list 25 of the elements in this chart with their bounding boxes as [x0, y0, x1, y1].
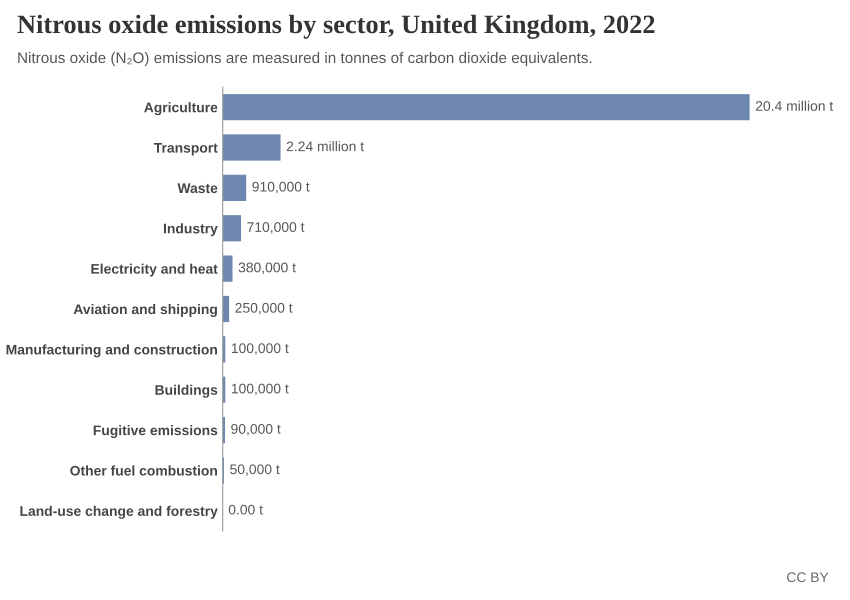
y-tick-label: Fugitive emissions — [94, 425, 218, 438]
data-label: 380,000 t — [238, 262, 296, 274]
chart-title: Nitrous oxide emissions by sector, United Kingdom, 2022 — [18, 14, 654, 39]
y-tick-label: Agriculture — [144, 102, 218, 116]
y-tick-label: Other fuel combustion — [70, 465, 217, 476]
y-tick-label: Transport — [154, 143, 218, 156]
y-tick-label: Electricity and heat — [91, 264, 218, 277]
data-label: 2.24 million t — [286, 141, 364, 152]
y-tick-label: Land-use change and forestry — [20, 506, 218, 519]
y-tick-label: Industry — [164, 223, 218, 236]
y-tick-label: Aviation and shipping — [74, 304, 217, 317]
y-tick-label: Manufacturing and construction — [6, 344, 217, 358]
data-label: 910,000 t — [252, 182, 310, 194]
y-tick-label: Waste — [177, 183, 218, 194]
text: CC BY — [787, 572, 828, 582]
y-tick-label: Buildings — [156, 384, 218, 398]
data-label: 100,000 t — [232, 343, 289, 355]
data-label: 250,000 t — [235, 302, 293, 314]
data-label: 90,000 t — [231, 424, 281, 436]
chart-subtitle: Nitrous oxide (N₂O) emissions are measured in tonnes of carbon dioxide equivalents. — [18, 52, 592, 66]
data-label: 710,000 t — [247, 222, 304, 234]
data-label: 100,000 t — [232, 384, 289, 396]
data-label: 20.4 million t — [756, 100, 834, 111]
data-label: 0.00 t — [228, 504, 263, 515]
data-label: 50,000 t — [230, 464, 280, 476]
